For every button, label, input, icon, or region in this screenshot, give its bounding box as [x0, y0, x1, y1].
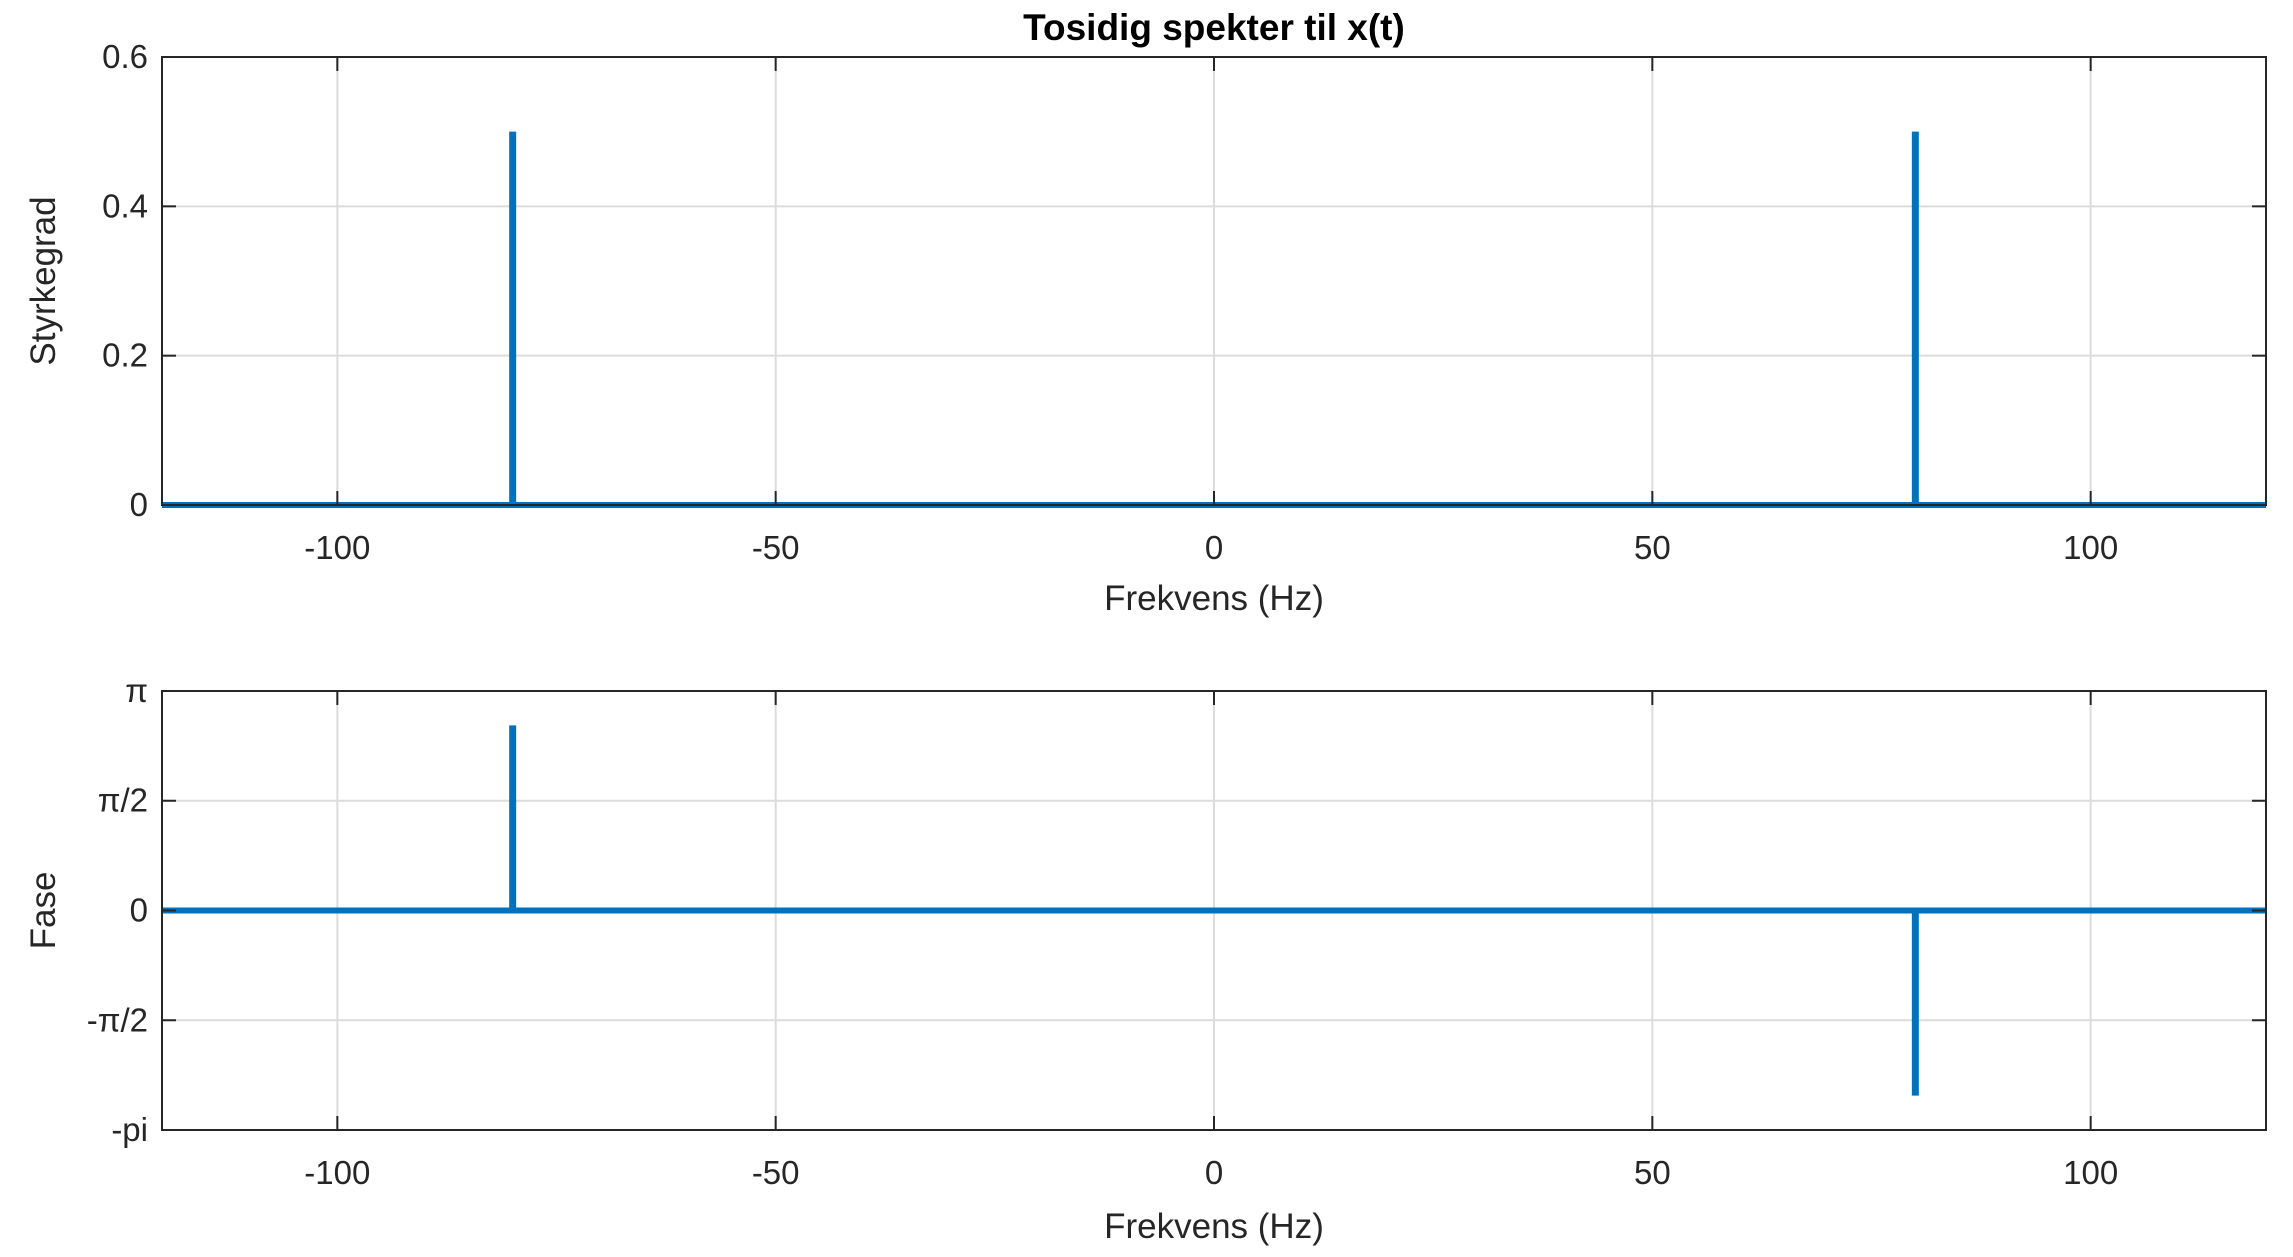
- amplitude-x-tick-label: -100: [304, 529, 370, 566]
- phase-plot: -100 -50 0 50 100 -pi -π/2 0 π/2 π Frekvens (Hz) Fa…: [24, 672, 2267, 1246]
- amplitude-x-tick-label: 0: [1205, 529, 1223, 566]
- amplitude-y-tick-label: 0.2: [102, 337, 148, 374]
- amplitude-plot: -100 -50 0 50 100 0 0.2 0.4 0.6 Frekvens (Hz) Styr…: [24, 38, 2267, 618]
- phase-y-axis-label: Fase: [24, 872, 63, 950]
- phase-y-tick-label: π/2: [98, 782, 148, 819]
- amplitude-x-tick-label: 50: [1634, 529, 1671, 566]
- phase-y-tick-label: 0: [130, 892, 148, 929]
- phase-y-tick-label: -pi: [111, 1111, 148, 1148]
- phase-x-tick-label: 100: [2063, 1154, 2118, 1191]
- phase-x-tick-label: -50: [752, 1154, 800, 1191]
- amplitude-y-tick-label: 0.4: [102, 187, 148, 224]
- amplitude-x-tick-label: -50: [752, 529, 800, 566]
- amplitude-y-tick-label: 0.6: [102, 38, 148, 75]
- phase-x-axis-label: Frekvens (Hz): [1104, 1207, 1324, 1246]
- phase-x-tick-label: 50: [1634, 1154, 1671, 1191]
- phase-y-tick-label: -π/2: [87, 1001, 148, 1038]
- chart-title: Tosidig spekter til x(t): [1023, 7, 1405, 48]
- amplitude-x-axis-label: Frekvens (Hz): [1104, 579, 1324, 618]
- amplitude-y-tick-label: 0: [130, 486, 148, 523]
- phase-x-tick-label: -100: [304, 1154, 370, 1191]
- amplitude-x-tick-label: 100: [2063, 529, 2118, 566]
- phase-y-tick-label: π: [125, 672, 148, 709]
- phase-x-tick-label: 0: [1205, 1154, 1223, 1191]
- amplitude-y-axis-label: Styrkegrad: [24, 196, 63, 365]
